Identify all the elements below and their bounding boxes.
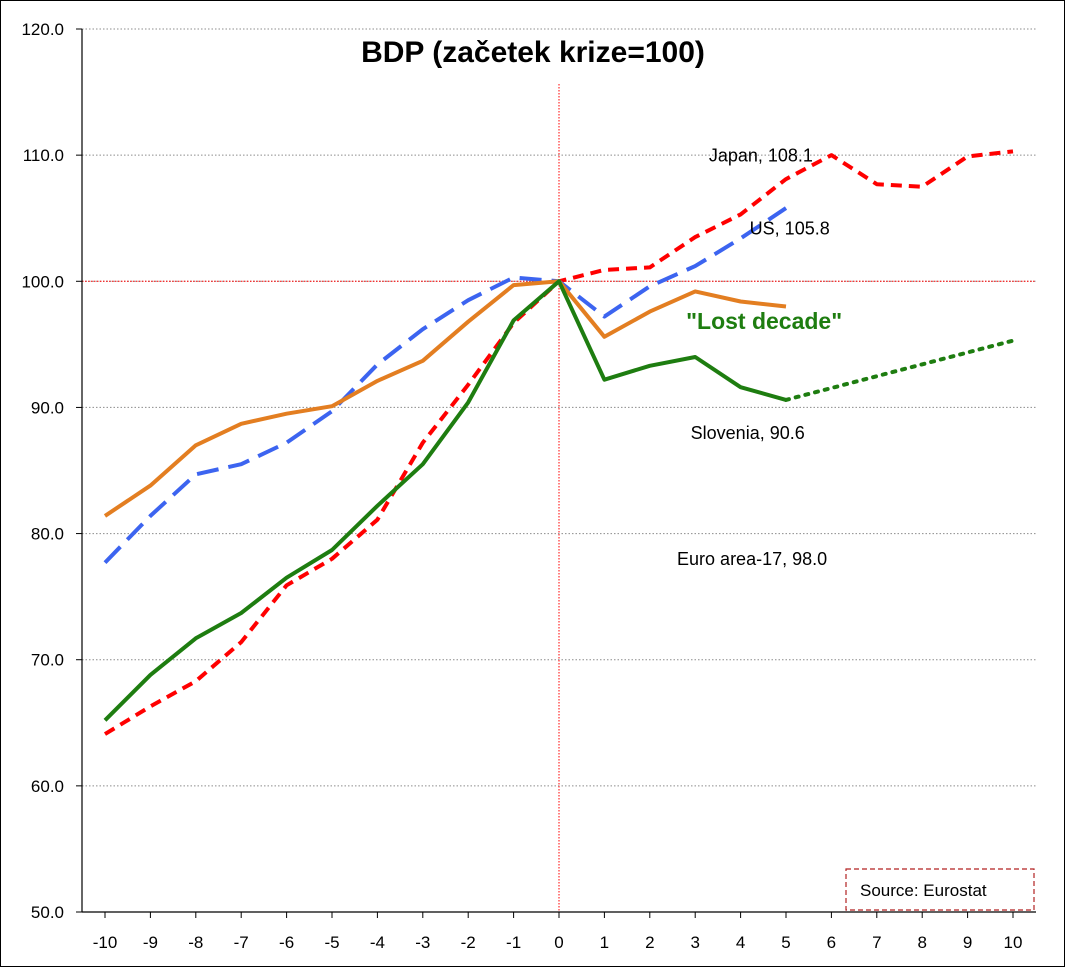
x-tick-label: -6 xyxy=(279,933,294,952)
series-us xyxy=(103,206,788,564)
series-slovenia xyxy=(103,279,787,722)
x-tick-label: 3 xyxy=(690,933,699,952)
axes xyxy=(76,28,1036,918)
x-tick-label: 9 xyxy=(963,933,972,952)
x-tick-label: 5 xyxy=(781,933,790,952)
y-tick-label: 100.0 xyxy=(21,272,64,291)
x-tick-label: -1 xyxy=(506,933,521,952)
x-tick-labels: -10 -9 -8 -7 -6 -5 -4 -3 -2 -1 0 1 2 3 4 5 6 7 8 9 10 xyxy=(93,933,1023,952)
x-tick-label: -10 xyxy=(93,933,118,952)
x-tick-label: 2 xyxy=(645,933,654,952)
x-tick-label: -5 xyxy=(324,933,339,952)
annotations: Japan, 108.1 US, 105.8 "Lost decade" Sloven… xyxy=(677,145,842,569)
source-label: Source: Eurostat xyxy=(860,881,987,900)
series-lines xyxy=(103,149,1015,736)
y-tick-label: 80.0 xyxy=(31,525,64,544)
x-tick-label: -7 xyxy=(234,933,249,952)
annotation-us-105-8: US, 105.8 xyxy=(750,219,830,239)
y-tick-label: 50.0 xyxy=(31,903,64,922)
x-tick-label: 1 xyxy=(600,933,609,952)
x-tick-label: 6 xyxy=(827,933,836,952)
x-tick-label: -3 xyxy=(415,933,430,952)
x-tick-label: 4 xyxy=(736,933,745,952)
y-tick-labels: 50.0 60.0 70.0 80.0 90.0 100.0 110.0 120.0 xyxy=(21,20,64,922)
y-tick-label: 110.0 xyxy=(23,146,64,165)
x-tick-label: -2 xyxy=(461,933,476,952)
annotation-euro-area-17-98-0: Euro area-17, 98.0 xyxy=(677,549,827,569)
x-tick-label: 7 xyxy=(872,933,881,952)
x-tick-label: -4 xyxy=(370,933,385,952)
x-tick-label: 8 xyxy=(917,933,926,952)
y-tick-label: 120.0 xyxy=(21,20,64,39)
series-slovenia-projection xyxy=(784,338,1015,402)
series-euro-area-17 xyxy=(103,279,787,518)
y-tick-label: 60.0 xyxy=(31,777,64,796)
chart-title: BDP (začetek krize=100) xyxy=(361,36,705,69)
source-box: Source: Eurostat xyxy=(845,868,1035,911)
annotation-japan-108-1: Japan, 108.1 xyxy=(709,145,813,165)
x-tick-label: -8 xyxy=(188,933,203,952)
x-tick-label: 10 xyxy=(1004,933,1023,952)
annotation-lost-decade: "Lost decade" xyxy=(686,308,842,334)
annotation-slovenia-90-6: Slovenia, 90.6 xyxy=(691,423,805,443)
y-tick-label: 90.0 xyxy=(31,398,64,417)
x-tick-label: 0 xyxy=(554,933,563,952)
x-tick-label: -9 xyxy=(143,933,158,952)
y-tick-label: 70.0 xyxy=(31,651,64,670)
